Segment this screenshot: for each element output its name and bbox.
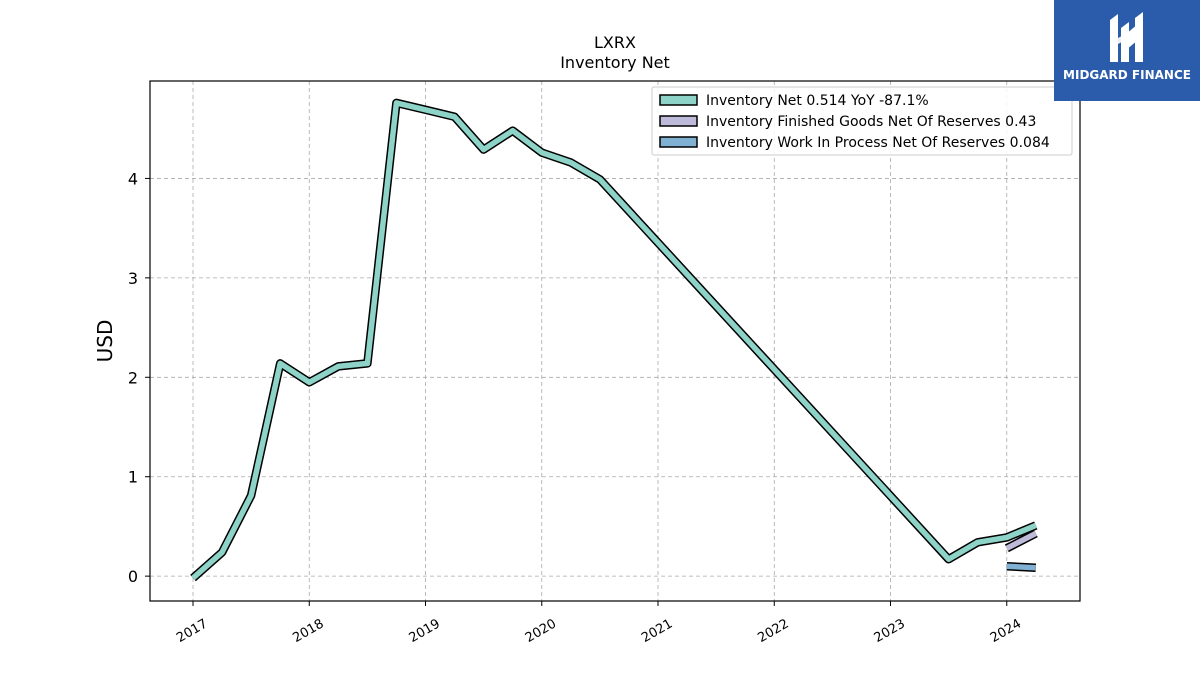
y-tick-label: 1 xyxy=(128,468,138,487)
chart-subtitle: Inventory Net xyxy=(560,53,670,72)
logo-mark-icon xyxy=(1110,12,1143,62)
x-tick-label: 2020 xyxy=(523,616,559,646)
x-tick-label: 2024 xyxy=(988,616,1024,646)
x-tick-label: 2017 xyxy=(174,616,210,646)
legend-entry-1: Inventory Finished Goods Net Of Reserves… xyxy=(706,114,1036,130)
x-tick-label: 2018 xyxy=(290,616,326,646)
legend: Inventory Net 0.514 YoY -87.1% Inventory … xyxy=(651,86,1073,156)
legend-swatch-1 xyxy=(659,115,698,127)
x-axis: 2017 2018 2019 2020 2021 2022 2023 2024 xyxy=(174,601,1024,646)
y-axis: 0 1 2 3 4 xyxy=(128,169,150,586)
series-line-0 xyxy=(191,100,1037,581)
brand-logo: MIDGARD FINANCE xyxy=(1054,0,1200,101)
logo-text: MIDGARD FINANCE xyxy=(1063,68,1191,82)
legend-entry-2: Inventory Work In Process Net Of Reserve… xyxy=(706,135,1050,151)
legend-swatch-0 xyxy=(659,94,698,106)
legend-box xyxy=(651,86,1073,156)
x-tick-label: 2023 xyxy=(872,616,908,646)
y-tick-label: 3 xyxy=(128,269,138,288)
y-axis-label: USD xyxy=(93,320,117,363)
y-tick-label: 4 xyxy=(128,169,138,188)
plot-frame xyxy=(149,80,1081,602)
legend-swatch-2 xyxy=(659,136,698,148)
x-tick-label: 2019 xyxy=(407,616,443,646)
grid xyxy=(150,81,1080,601)
y-tick-label: 2 xyxy=(128,368,138,387)
chart-title: LXRX xyxy=(594,33,636,52)
series-line-2 xyxy=(1006,563,1036,571)
y-tick-label: 0 xyxy=(128,567,138,586)
legend-entry-0: Inventory Net 0.514 YoY -87.1% xyxy=(706,93,929,109)
series-layer xyxy=(190,98,1038,582)
x-tick-label: 2021 xyxy=(639,616,675,646)
series-line-1 xyxy=(1005,530,1038,551)
x-tick-label: 2022 xyxy=(755,616,791,646)
series-outline-0 xyxy=(190,98,1038,582)
